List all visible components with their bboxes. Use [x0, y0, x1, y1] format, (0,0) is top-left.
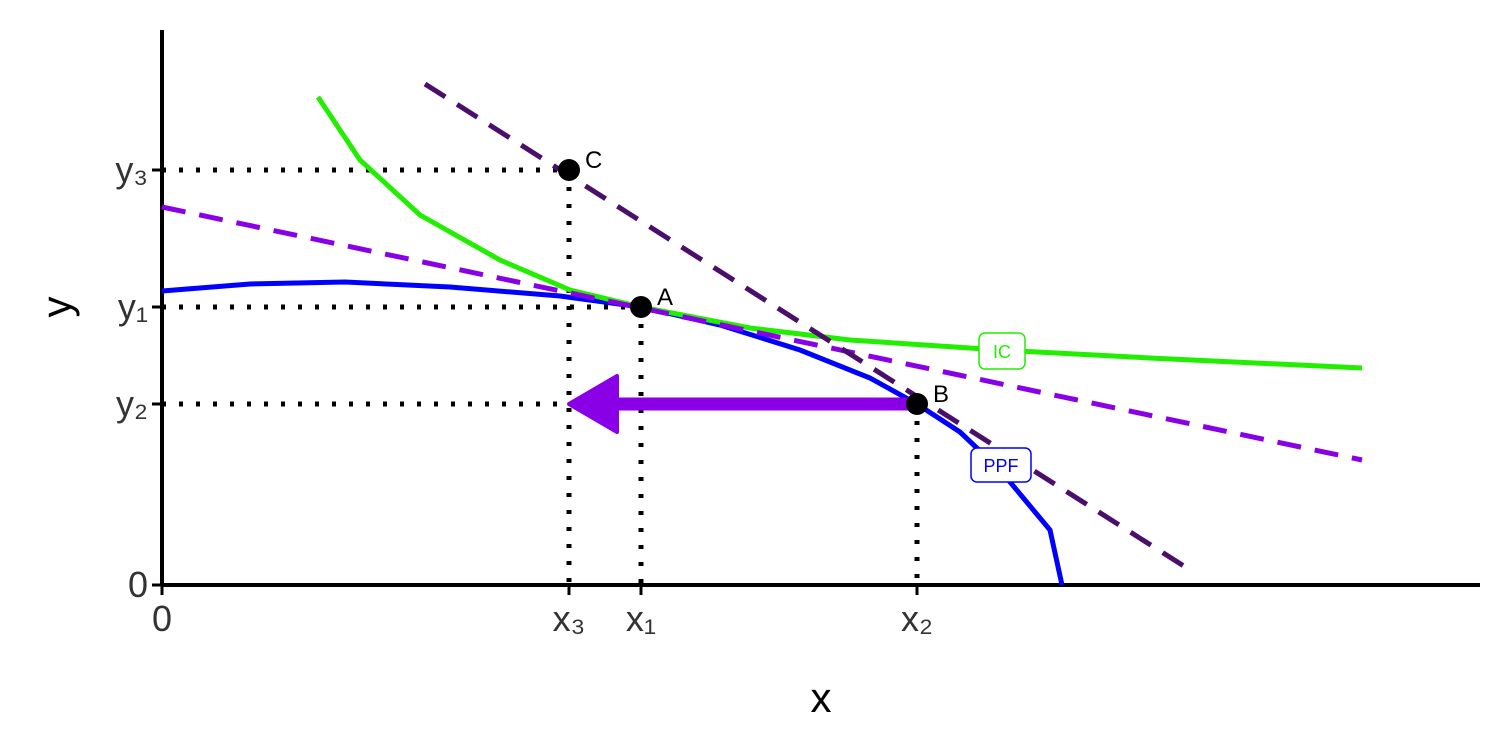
- y-tick-label: y₃: [115, 149, 148, 190]
- x-tick-label: x₁: [626, 598, 656, 639]
- point: [906, 393, 928, 415]
- curve: [315, 95, 1363, 371]
- point-label: C: [585, 147, 602, 174]
- x-axis-title: x: [811, 674, 832, 721]
- curve: [161, 279, 1065, 586]
- label-box: [978, 332, 1026, 370]
- label-box: [970, 447, 1032, 483]
- curve: [161, 204, 1363, 463]
- arrow-head: [567, 374, 619, 434]
- y-tick-label: y₂: [116, 383, 148, 424]
- curve: [423, 81, 1192, 573]
- point-label: B: [933, 381, 949, 408]
- y-tick-label: 0: [128, 564, 148, 605]
- x-tick-label: x₃: [553, 598, 586, 639]
- curve-label: IC: [993, 342, 1011, 362]
- point: [630, 296, 652, 318]
- point-label: A: [657, 284, 673, 311]
- y-tick-label: y₁: [118, 286, 148, 327]
- x-tick-label: x₂: [901, 598, 933, 639]
- curve-label: PPF: [983, 456, 1018, 476]
- point: [558, 159, 580, 181]
- y-axis-title: y: [33, 297, 80, 318]
- x-tick-label: 0: [152, 598, 172, 639]
